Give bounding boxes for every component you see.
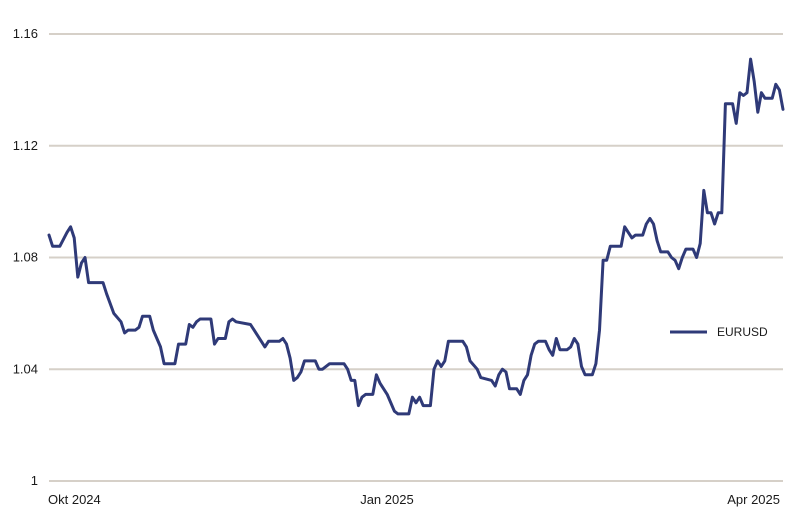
y-tick-label: 1.16 xyxy=(13,26,38,41)
x-tick-label: Okt 2024 xyxy=(48,492,101,507)
y-tick-label: 1.08 xyxy=(13,250,38,265)
y-tick-label: 1.12 xyxy=(13,138,38,153)
x-tick-label: Jan 2025 xyxy=(360,492,414,507)
y-tick-label: 1 xyxy=(31,473,38,488)
series-line-eurusd xyxy=(47,57,785,416)
x-tick-label: Apr 2025 xyxy=(727,492,780,507)
x-axis-tick-labels: Okt 2024 Jan 2025 Apr 2025 xyxy=(48,492,780,507)
y-axis-tick-labels: 1.16 1.12 1.08 1.04 1 xyxy=(13,26,38,488)
series-layer xyxy=(47,57,785,416)
legend: EURUSD xyxy=(670,325,768,339)
legend-label-eurusd: EURUSD xyxy=(717,325,768,339)
y-tick-label: 1.04 xyxy=(13,361,38,376)
gridlines xyxy=(49,33,783,482)
